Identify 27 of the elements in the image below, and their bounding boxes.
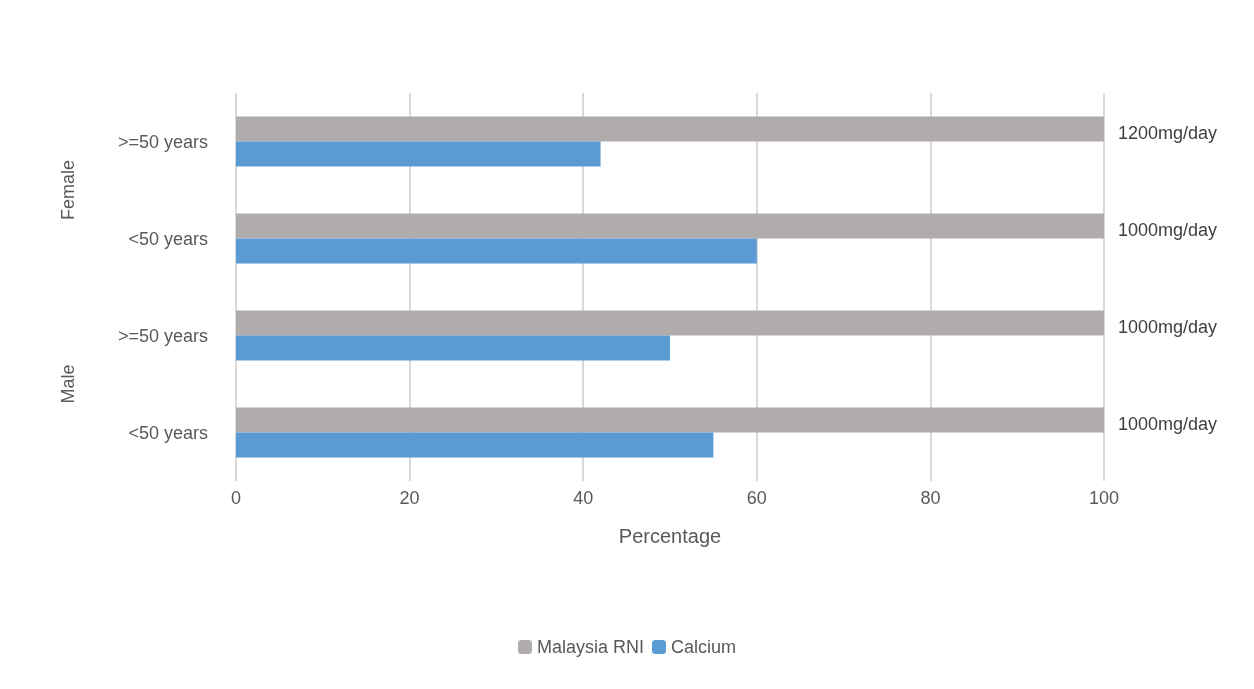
x-tick-label: 80 — [920, 488, 941, 508]
y2-tick-label: 1200mg/day — [1118, 122, 1218, 143]
y2-tick-label: 1000mg/day — [1118, 316, 1218, 337]
x-tick-label: 0 — [230, 488, 242, 508]
x-tick-label: 20 — [399, 488, 420, 508]
legend-label: Calcium — [671, 637, 737, 657]
bar — [236, 141, 601, 167]
x-axis-title: Percentage — [618, 525, 722, 547]
x-tick-label: 60 — [746, 488, 767, 508]
x-tick-label: 40 — [573, 488, 594, 508]
bar — [236, 116, 1104, 142]
y2-tick-label: 1000mg/day — [1118, 413, 1218, 434]
bar — [236, 310, 1104, 336]
bar — [236, 238, 757, 264]
text: Female — [58, 159, 78, 221]
y2-tick-label: 1000mg/day — [1118, 219, 1218, 240]
bar — [236, 335, 670, 361]
legend-label: Malaysia RNI — [536, 637, 645, 657]
y-tick-label: >=50 years — [117, 131, 208, 152]
bar — [236, 213, 1104, 239]
y-tick-label: <50 years — [128, 422, 208, 443]
bar — [236, 407, 1104, 433]
y-tick-label: >=50 years — [117, 325, 208, 346]
x-tick-label: 100 — [1088, 488, 1120, 508]
text: Male — [58, 364, 78, 404]
bar — [236, 432, 714, 458]
y-tick-label: <50 years — [128, 228, 208, 249]
